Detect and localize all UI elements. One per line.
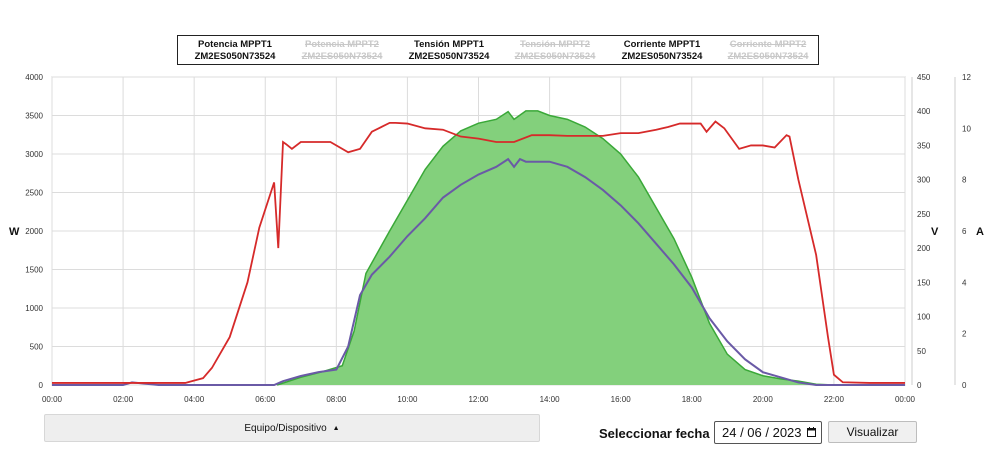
y-tick-label-v: 300 xyxy=(917,176,931,185)
series-power-area xyxy=(277,110,834,385)
x-tick-label: 02:00 xyxy=(113,395,134,404)
series-power-line xyxy=(276,110,834,386)
y-tick-label-w: 2500 xyxy=(25,189,43,198)
y-tick-label-w: 4000 xyxy=(25,73,43,82)
y-tick-label-v: 200 xyxy=(917,244,931,253)
legend-item[interactable]: Potencia MPPT1 ZM2ES050N73524 xyxy=(180,39,290,63)
x-tick-label: 00:00 xyxy=(42,395,63,404)
y-tick-label-v: 100 xyxy=(917,313,931,322)
x-tick-label: 00:00 xyxy=(895,395,916,404)
x-tick-label: 06:00 xyxy=(255,395,276,404)
y-tick-label-a: 12 xyxy=(962,73,971,82)
legend-series-name: Potencia MPPT2 xyxy=(305,39,379,50)
y-tick-label-v: 250 xyxy=(917,210,931,219)
chart-legend: Potencia MPPT1 ZM2ES050N73524 Potencia MPP… xyxy=(177,35,819,65)
caret-up-icon: ▲ xyxy=(332,424,340,432)
legend-item[interactable]: Tensión MPPT2 ZM2ES050N73524 xyxy=(500,39,610,63)
legend-item[interactable]: Corriente MPPT1 ZM2ES050N73524 xyxy=(607,39,717,63)
series-voltage-line xyxy=(52,120,905,384)
x-tick-label: 04:00 xyxy=(184,395,205,404)
legend-device-id: ZM2ES050N73524 xyxy=(727,51,809,62)
x-tick-label: 20:00 xyxy=(753,395,774,404)
y-tick-label-v: 350 xyxy=(917,141,931,150)
date-input[interactable]: 24 / 06 / 2023 xyxy=(714,421,822,444)
y-tick-label-w: 1500 xyxy=(25,266,43,275)
device-selector-label: Equipo/Dispositivo xyxy=(244,422,327,434)
calendar-icon[interactable] xyxy=(807,427,816,437)
y-tick-label-a: 0 xyxy=(962,381,967,390)
x-tick-label: 10:00 xyxy=(397,395,418,404)
legend-series-name: Corriente MPPT2 xyxy=(729,39,807,50)
y-tick-label-a: 6 xyxy=(962,227,967,236)
legend-device-id: ZM2ES050N73524 xyxy=(621,51,703,62)
y-tick-label-a: 4 xyxy=(962,278,967,287)
y-tick-label-v: 150 xyxy=(917,278,931,287)
y-tick-label-a: 10 xyxy=(962,124,971,133)
legend-item[interactable]: Potencia MPPT2 ZM2ES050N73524 xyxy=(287,39,397,63)
y-tick-label-v: 400 xyxy=(917,107,931,116)
x-tick-label: 22:00 xyxy=(824,395,845,404)
legend-item[interactable]: Tensión MPPT1 ZM2ES050N73524 xyxy=(394,39,504,63)
date-value: 24 / 06 / 2023 xyxy=(722,425,802,440)
y-tick-label-v: 450 xyxy=(917,73,931,82)
legend-series-name: Tensión MPPT2 xyxy=(519,39,591,50)
x-tick-label: 12:00 xyxy=(468,395,489,404)
y-tick-label-w: 1000 xyxy=(25,304,43,313)
y-tick-label-v: 0 xyxy=(917,381,922,390)
date-label: Seleccionar fecha xyxy=(599,426,710,441)
legend-device-id: ZM2ES050N73524 xyxy=(194,51,276,62)
x-tick-label: 16:00 xyxy=(611,395,632,404)
x-tick-label: 14:00 xyxy=(540,395,561,404)
y-tick-label-v: 50 xyxy=(917,347,926,356)
legend-series-name: Potencia MPPT1 xyxy=(198,39,272,50)
y-tick-label-w: 3500 xyxy=(25,112,43,121)
legend-item[interactable]: Corriente MPPT2 ZM2ES050N73524 xyxy=(713,39,823,63)
x-tick-label: 18:00 xyxy=(682,395,703,404)
y-axis-label-v: V xyxy=(931,226,939,238)
y-tick-label-a: 2 xyxy=(962,330,967,339)
legend-series-name: Tensión MPPT1 xyxy=(413,39,485,50)
device-selector-button[interactable]: Equipo/Dispositivo ▲ xyxy=(44,414,540,442)
legend-device-id: ZM2ES050N73524 xyxy=(301,51,383,62)
y-tick-label-w: 3000 xyxy=(25,150,43,159)
series-current-line xyxy=(52,157,905,386)
y-tick-label-w: 500 xyxy=(30,343,44,352)
legend-device-id: ZM2ES050N73524 xyxy=(514,51,596,62)
x-tick-label: 08:00 xyxy=(326,395,347,404)
show-button[interactable]: Visualizar xyxy=(828,421,917,443)
y-axis-label-w: W xyxy=(9,226,20,238)
legend-device-id: ZM2ES050N73524 xyxy=(408,51,490,62)
y-axis-label-a: A xyxy=(976,226,984,238)
legend-series-name: Corriente MPPT1 xyxy=(623,39,701,50)
y-tick-label-w: 0 xyxy=(39,381,44,390)
y-tick-label-w: 2000 xyxy=(25,227,43,236)
y-tick-label-a: 8 xyxy=(962,176,967,185)
